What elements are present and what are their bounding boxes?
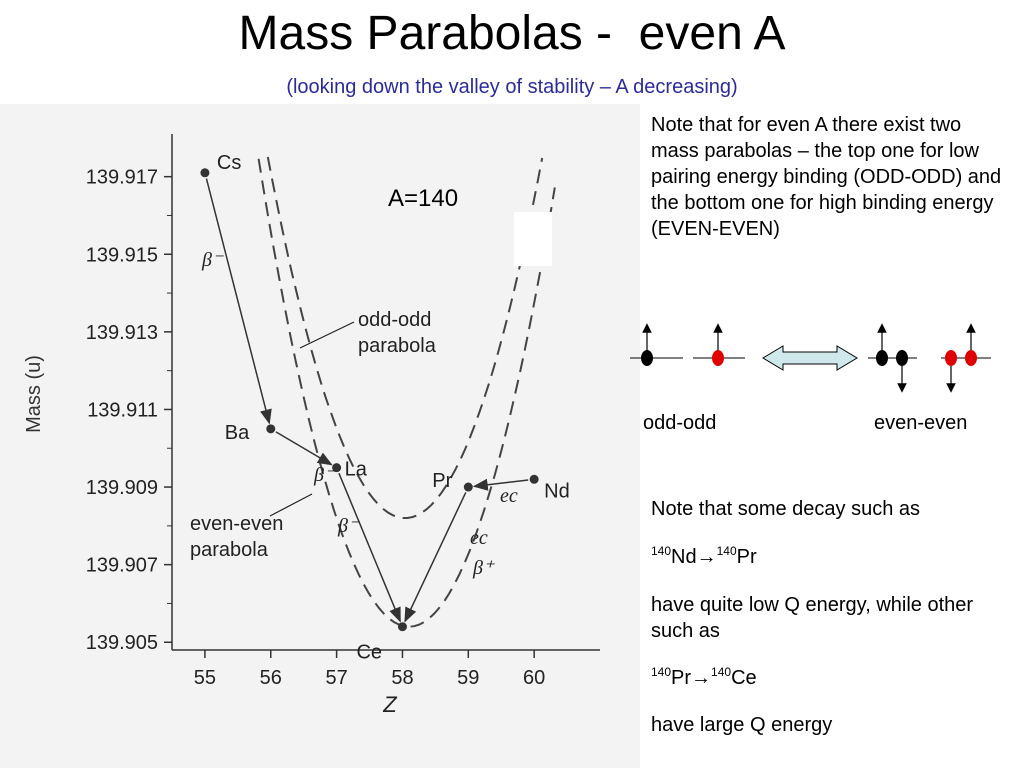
nuclide-point [266, 424, 276, 434]
paired-neutron-dot [896, 350, 908, 366]
x-tick-label: 58 [391, 667, 413, 689]
nuclide-label: Cs [217, 152, 241, 174]
slide-subtitle: (looking down the valley of stability – … [286, 76, 738, 98]
mass-number: 140 [651, 544, 672, 558]
nuclide-point [463, 482, 473, 492]
decay-intro-note: Note that some decay such as [651, 498, 921, 520]
chart-annotation: A=140 [388, 185, 458, 212]
beta-minus-label: β⁻ [201, 249, 224, 271]
parent-nuclide: Nd [671, 546, 697, 568]
slide-title: Mass Parabolas - even A [238, 7, 786, 60]
decay-arrows [205, 178, 529, 623]
y-tick-label: 139.905 [86, 632, 158, 654]
nuclide-point [332, 463, 342, 473]
decay-arrow-icon: → [691, 667, 712, 689]
even-even-parabola [257, 158, 556, 628]
nuclide-label: Ba [225, 422, 250, 444]
nuclide-label: Ce [356, 642, 382, 664]
decay-arrow [404, 492, 467, 623]
mass-number: 140 [651, 665, 672, 679]
decay-arrow [275, 431, 333, 466]
y-axis-title: Mass (u) [23, 355, 45, 433]
nuclide-label: La [345, 459, 368, 481]
y-tick-label: 139.909 [86, 477, 158, 499]
even-even-curve-label-2: parabola [190, 539, 269, 561]
y-tick-label: 139.915 [86, 244, 158, 266]
nuclide-point [529, 474, 539, 484]
x-tick-label: 56 [260, 667, 282, 689]
decay-pr-to-ce: 140Pr→140Ce [651, 665, 757, 690]
ec-label: ec [500, 485, 518, 507]
odd-odd-label: odd-odd [643, 412, 717, 434]
x-tick-label: 60 [523, 667, 545, 689]
decay-arrow [338, 472, 401, 623]
low-q-note: have quite low Q energy, while other suc… [651, 594, 974, 642]
decay-nd-to-pr: 140Nd→140Pr [651, 544, 757, 569]
nucleon-spin-diagram [630, 323, 991, 393]
even-even-label: even-even [874, 412, 968, 434]
odd-odd-curve-label-2: parabola [358, 335, 437, 357]
y-tick-label: 139.911 [87, 399, 158, 421]
even-even-curve-label: even-even [190, 513, 283, 535]
decay-arrow-icon: → [696, 546, 717, 568]
nuclide-label: Nd [544, 480, 570, 502]
pairing-note: Note that for even A there exist two mas… [651, 114, 1002, 240]
mass-number: 140 [716, 544, 737, 558]
nuclide-points [200, 168, 539, 632]
x-tick-label: 59 [457, 667, 479, 689]
daughter-nuclide: Ce [731, 667, 757, 689]
mass-parabola-chart: 139.905 139.907 139.909 139.911 139.913 139.9… [23, 134, 600, 717]
chart-labels: 139.905 139.907 139.909 139.911 139.913 139.9… [23, 152, 570, 717]
beta-plus-label: β⁺ [472, 557, 495, 579]
even-even-pointer [269, 493, 313, 517]
mass-number: 140 [711, 665, 732, 679]
decay-arrow [472, 478, 529, 491]
odd-proton-dot [712, 350, 724, 366]
x-axis-title: Z [382, 692, 398, 717]
double-arrow-icon [762, 345, 858, 371]
odd-neutron-dot [641, 350, 653, 366]
odd-odd-pointer [299, 321, 355, 349]
decay-arrow [205, 178, 272, 425]
nuclide-label: Pr [432, 470, 452, 492]
y-tick-label: 139.907 [86, 555, 158, 577]
beta-minus-label: β⁻ [313, 464, 336, 486]
parabola-curves [257, 156, 556, 628]
nuclide-point [397, 622, 407, 632]
daughter-nuclide: Pr [736, 546, 757, 568]
paired-proton-dot [965, 350, 977, 366]
y-tick-label: 139.913 [86, 322, 158, 344]
odd-odd-curve-label: odd-odd [358, 309, 431, 331]
paired-neutron-dot [876, 350, 888, 366]
parent-nuclide: Pr [671, 667, 692, 689]
x-tick-label: 55 [194, 667, 216, 689]
nuclide-point [200, 168, 210, 178]
ec-label: ec [470, 527, 488, 549]
chart-axes [164, 134, 600, 658]
high-q-note: have large Q energy [651, 714, 833, 736]
beta-minus-label: β⁻ [337, 515, 360, 537]
paired-proton-dot [945, 350, 957, 366]
x-tick-label: 57 [325, 667, 347, 689]
y-tick-label: 139.917 [86, 167, 158, 189]
blank-box [514, 212, 552, 266]
odd-odd-parabola [266, 156, 544, 519]
